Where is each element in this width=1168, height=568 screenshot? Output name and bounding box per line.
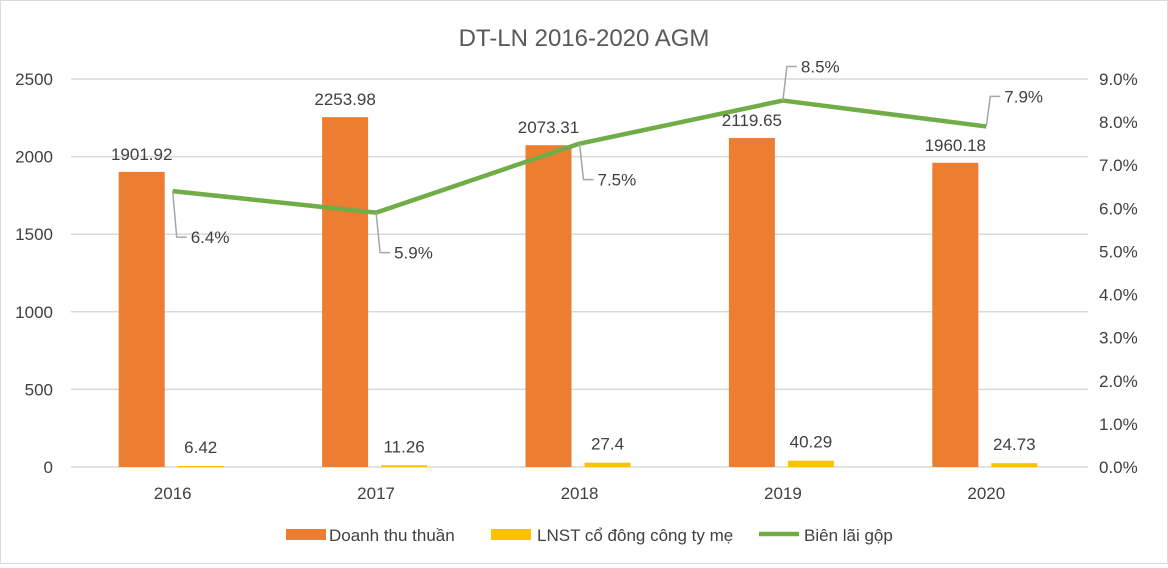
bar-profit (991, 463, 1038, 467)
right-axis-tick: 4.0% (1099, 286, 1138, 305)
callout-leader (782, 65, 797, 101)
line-point-label: 6.4% (191, 228, 230, 247)
x-axis-tick: 2017 (357, 484, 395, 503)
legend-label-margin: Biên lãi gộp (804, 526, 893, 545)
chart-title: DT-LN 2016-2020 AGM (459, 25, 710, 52)
left-axis-tick: 0 (44, 458, 53, 477)
left-axis-tick: 1000 (15, 303, 53, 322)
callout-leader (375, 212, 391, 254)
right-axis-tick: 9.0% (1099, 70, 1138, 89)
line-point-label: 8.5% (801, 58, 840, 77)
x-axis-tick: 2019 (764, 484, 802, 503)
bar-revenue-label: 2253.98 (314, 90, 375, 109)
right-axis-tick: 7.0% (1099, 156, 1138, 175)
left-axis-tick: 1500 (15, 225, 53, 244)
left-axis-tick: 500 (25, 380, 53, 399)
bar-revenue-label: 2119.65 (722, 111, 782, 130)
x-axis-tick: 2016 (154, 484, 192, 503)
bar-profit (381, 465, 428, 467)
right-axis-tick: 5.0% (1099, 242, 1138, 261)
legend-label-revenue: Doanh thu thuần (329, 526, 455, 545)
bar-profit (584, 462, 631, 467)
callout-leader (578, 143, 594, 181)
bar-profit-label: 24.73 (993, 435, 1036, 454)
bar-profit (787, 460, 834, 467)
legend-label-profit: LNST cổ đông công ty mẹ (537, 526, 733, 545)
left-axis-tick: 2500 (15, 70, 53, 89)
left-axis-tick: 2000 (15, 148, 53, 167)
bar-profit-label: 11.26 (383, 437, 424, 456)
bar-profit-label: 40.29 (790, 433, 833, 452)
bar-revenue (322, 117, 369, 467)
x-axis-tick: 2020 (967, 484, 1005, 503)
right-axis-tick: 6.0% (1099, 199, 1138, 218)
legend-swatch-revenue (286, 529, 326, 540)
right-axis-tick: 8.0% (1099, 113, 1138, 132)
bar-revenue-label: 1901.92 (111, 145, 172, 164)
callout-leader (985, 95, 1001, 127)
bar-revenue-label: 2073.31 (518, 118, 579, 137)
x-axis-tick: 2018 (561, 484, 599, 503)
right-axis-tick: 3.0% (1099, 329, 1138, 348)
line-point-label: 5.9% (394, 244, 433, 263)
bar-profit-label: 27.4 (591, 435, 624, 454)
bar-revenue (932, 162, 979, 467)
legend-swatch-profit (491, 529, 531, 540)
bar-profit-label: 6.42 (184, 438, 217, 457)
right-axis-tick: 0.0% (1099, 458, 1138, 477)
bar-revenue (728, 138, 775, 467)
line-point-label: 7.5% (598, 171, 637, 190)
bar-profit (177, 466, 224, 468)
bar-revenue (525, 145, 572, 467)
callout-leader (171, 191, 187, 238)
right-axis-tick: 2.0% (1099, 372, 1138, 391)
line-point-label: 7.9% (1004, 87, 1043, 106)
right-axis-tick: 1.0% (1099, 415, 1138, 434)
bar-revenue (118, 171, 165, 467)
bar-revenue-label: 1960.18 (925, 136, 986, 155)
